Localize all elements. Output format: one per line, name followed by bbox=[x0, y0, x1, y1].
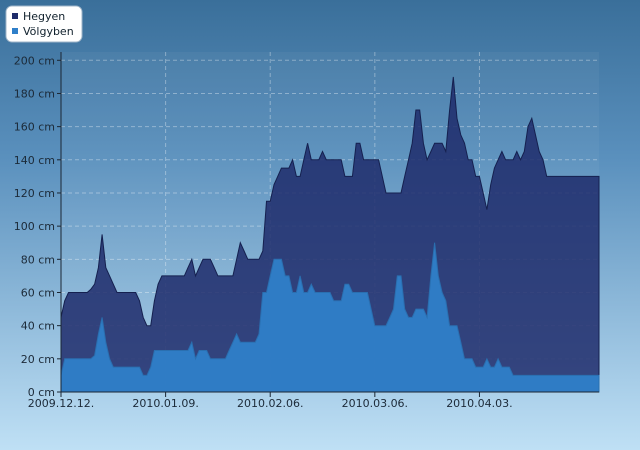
legend-swatch-hegyen bbox=[12, 13, 18, 19]
axes bbox=[60, 52, 599, 393]
x-tick-label: 2010.03.06. bbox=[342, 397, 408, 410]
x-tick-label: 2010.04.03. bbox=[446, 397, 512, 410]
y-tick-label: 160 cm bbox=[14, 121, 55, 134]
legend: Hegyen Völgyben bbox=[5, 5, 83, 43]
x-tick-label: 2010.01.09. bbox=[132, 397, 198, 410]
x-tick-label: 2010.02.06. bbox=[237, 397, 303, 410]
legend-swatch-volgyben bbox=[12, 28, 18, 34]
legend-label-volgyben: Völgyben bbox=[23, 25, 74, 38]
y-tick-label: 0 cm bbox=[28, 386, 55, 399]
y-tick-label: 40 cm bbox=[21, 320, 55, 333]
y-tick-label: 20 cm bbox=[21, 353, 55, 366]
y-tick-label: 120 cm bbox=[14, 187, 55, 200]
y-tick-label: 180 cm bbox=[14, 87, 55, 100]
y-tick-labels: 0 cm 20 cm 40 cm 60 cm 80 cm 100 cm 120 cm 140 … bbox=[14, 54, 61, 399]
series-areas bbox=[60, 76, 600, 393]
y-tick-label: 100 cm bbox=[14, 220, 55, 233]
x-tick-label: 2009.12.12. bbox=[28, 397, 94, 410]
x-tick-labels: 2009.12.12. 2010.01.09. 2010.02.06. 2010.03… bbox=[28, 392, 513, 410]
series-area-volgyben bbox=[60, 242, 600, 393]
series-area-hegyen bbox=[60, 76, 600, 393]
y-tick-label: 60 cm bbox=[21, 286, 55, 299]
y-tick-label: 80 cm bbox=[21, 253, 55, 266]
legend-label-hegyen: Hegyen bbox=[23, 10, 65, 23]
y-tick-label: 140 cm bbox=[14, 154, 55, 167]
legend-box bbox=[5, 5, 83, 43]
y-tick-label: 200 cm bbox=[14, 54, 55, 67]
